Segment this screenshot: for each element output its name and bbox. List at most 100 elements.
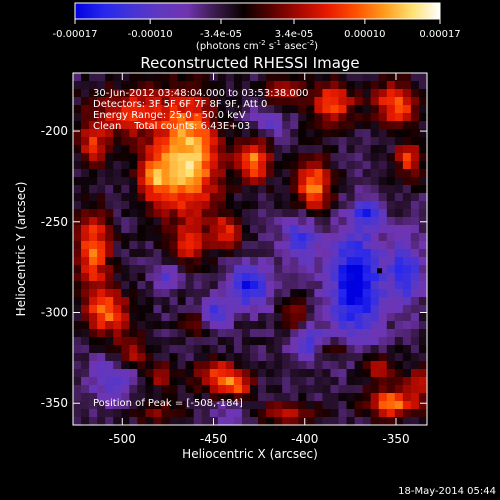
heatmap-cell bbox=[418, 161, 428, 170]
heatmap-cell bbox=[322, 337, 332, 346]
heatmap-cell bbox=[330, 273, 340, 282]
heatmap-cell bbox=[73, 233, 82, 242]
heatmap-cell bbox=[418, 193, 428, 202]
heatmap-cell bbox=[290, 161, 299, 170]
heatmap-cell bbox=[169, 121, 179, 130]
heatmap-cell bbox=[370, 409, 380, 418]
heatmap-cell bbox=[418, 409, 428, 418]
heatmap-cell bbox=[290, 217, 299, 226]
heatmap-cell bbox=[322, 281, 332, 290]
heatmap-cell bbox=[346, 281, 356, 290]
heatmap-cell bbox=[370, 209, 380, 218]
heatmap-cell bbox=[97, 273, 106, 282]
heatmap-cell bbox=[250, 361, 259, 370]
heatmap-cell bbox=[169, 401, 179, 410]
heatmap-cell bbox=[105, 329, 114, 338]
heatmap-cell bbox=[177, 209, 187, 218]
heatmap-cell bbox=[314, 193, 324, 202]
heatmap-cell bbox=[201, 153, 211, 162]
heatmap-cell bbox=[169, 81, 179, 90]
heatmap-cell bbox=[73, 153, 82, 162]
heatmap-cell bbox=[225, 209, 235, 218]
heatmap-cell bbox=[274, 177, 283, 186]
heatmap-cell bbox=[282, 377, 291, 386]
heatmap-cell bbox=[129, 289, 138, 298]
y-axis-label: Heliocentric Y (arcsec) bbox=[14, 182, 28, 317]
heatmap-cell bbox=[370, 249, 380, 258]
heatmap-cell bbox=[153, 97, 163, 106]
heatmap-cell bbox=[274, 97, 283, 106]
heatmap-cell bbox=[362, 273, 372, 282]
heatmap-cell bbox=[410, 321, 420, 330]
heatmap-cell bbox=[346, 161, 356, 170]
heatmap-cell bbox=[354, 193, 364, 202]
heatmap-cell bbox=[282, 329, 291, 338]
heatmap-cell bbox=[81, 137, 90, 146]
heatmap-cell bbox=[185, 353, 195, 362]
heatmap-cell bbox=[185, 73, 195, 82]
heatmap-cell bbox=[322, 73, 332, 82]
heatmap-cell bbox=[113, 393, 122, 402]
heatmap-cell bbox=[113, 417, 122, 426]
heatmap-cell bbox=[217, 305, 227, 314]
heatmap-cell bbox=[322, 89, 332, 98]
heatmap-cell bbox=[370, 297, 380, 306]
heatmap-cell bbox=[282, 97, 291, 106]
heatmap-cell bbox=[153, 89, 163, 98]
heatmap-cell bbox=[298, 297, 307, 306]
heatmap-cell bbox=[402, 89, 412, 98]
heatmap-cell bbox=[209, 249, 219, 258]
heatmap-cell bbox=[282, 153, 291, 162]
heatmap-cell bbox=[169, 297, 179, 306]
heatmap-cell bbox=[97, 169, 106, 178]
heatmap-cell bbox=[346, 129, 356, 138]
heatmap-cell bbox=[314, 257, 324, 266]
heatmap-cell bbox=[402, 201, 412, 210]
heatmap-cell bbox=[370, 329, 380, 338]
heatmap-cell bbox=[161, 289, 171, 298]
heatmap-cell bbox=[418, 305, 428, 314]
heatmap-cell bbox=[193, 401, 203, 410]
heatmap-cell bbox=[298, 121, 307, 130]
heatmap-cell bbox=[137, 137, 147, 146]
heatmap-cell bbox=[225, 201, 235, 210]
heatmap-cell bbox=[402, 81, 412, 90]
heatmap-cell bbox=[362, 297, 372, 306]
heatmap-cell bbox=[145, 193, 155, 202]
heatmap-cell bbox=[241, 289, 251, 298]
heatmap-cell bbox=[306, 393, 315, 402]
heatmap-cell bbox=[394, 417, 404, 426]
heatmap-cell bbox=[81, 233, 90, 242]
heatmap-cell bbox=[145, 153, 155, 162]
colorbar: -0.00017 -0.00010 -3.4e-05 3.4e-05 0.00010 0.… bbox=[53, 2, 461, 52]
heatmap-cell bbox=[418, 249, 428, 258]
heatmap-cell bbox=[113, 409, 122, 418]
heatmap-cell bbox=[153, 401, 163, 410]
heatmap-cell bbox=[410, 297, 420, 306]
heatmap-cell bbox=[113, 97, 122, 106]
heatmap-cell bbox=[121, 385, 130, 394]
heatmap-cell bbox=[378, 273, 388, 282]
heatmap-cell bbox=[370, 273, 380, 282]
heatmap-cell bbox=[346, 321, 356, 330]
heatmap-cell bbox=[354, 377, 364, 386]
heatmap-cell bbox=[97, 217, 106, 226]
heatmap-cell bbox=[306, 401, 315, 410]
heatmap-cell bbox=[177, 97, 187, 106]
heatmap-cell bbox=[322, 345, 332, 354]
heatmap-cell bbox=[89, 409, 98, 418]
heatmap-cell bbox=[410, 369, 420, 378]
heatmap-cell bbox=[209, 385, 219, 394]
heatmap-cell bbox=[81, 377, 90, 386]
heatmap-cell bbox=[73, 377, 82, 386]
heatmap-cell bbox=[185, 329, 195, 338]
heatmap-cell bbox=[209, 345, 219, 354]
heatmap-cell bbox=[121, 137, 130, 146]
heatmap-cell bbox=[258, 377, 267, 386]
heatmap-cell bbox=[410, 345, 420, 354]
heatmap-cell bbox=[418, 81, 428, 90]
heatmap-cell bbox=[241, 89, 251, 98]
heatmap-cell bbox=[330, 185, 340, 194]
heatmap-cell bbox=[177, 345, 187, 354]
heatmap-cell bbox=[370, 305, 380, 314]
